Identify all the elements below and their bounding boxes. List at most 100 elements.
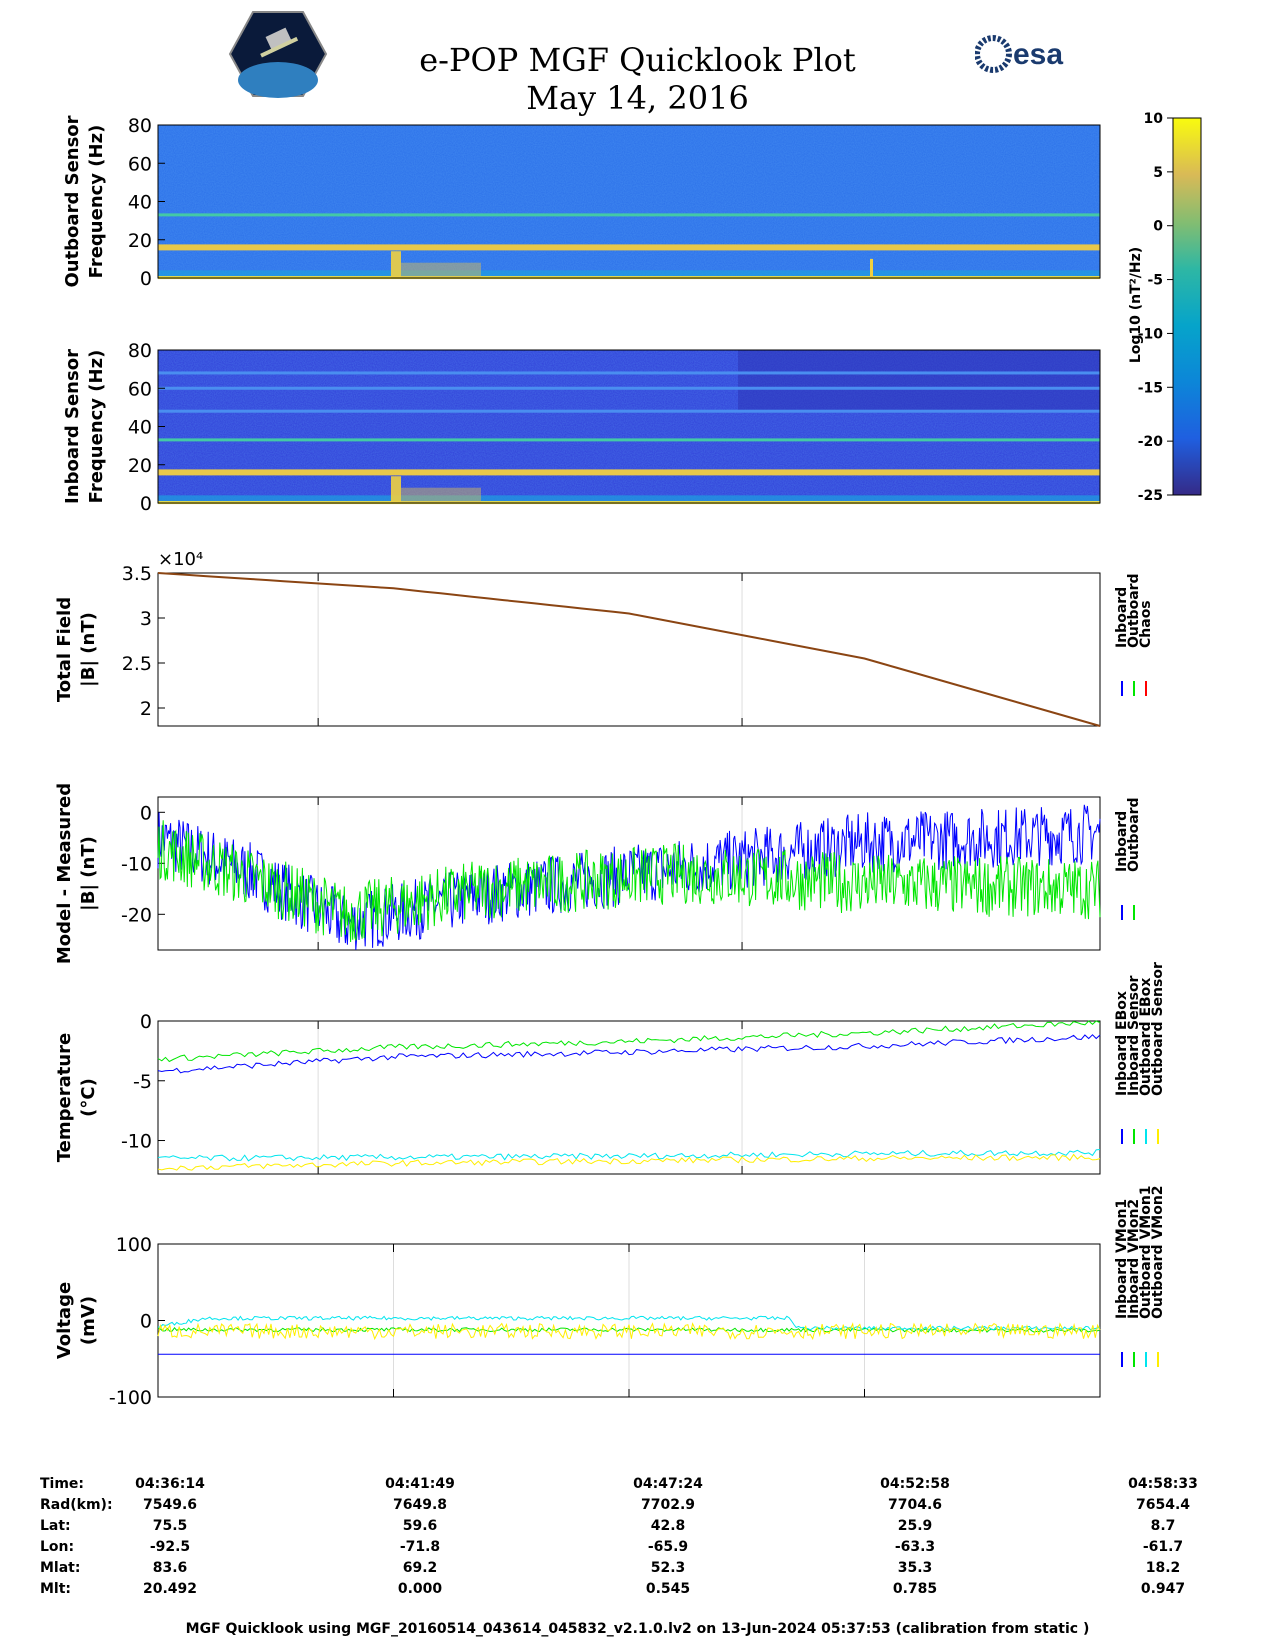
table-cell: 7649.8 (392, 1497, 448, 1513)
y-axis-label: Frequency (Hz) (86, 350, 107, 504)
y-axis-label: (mV) (78, 1296, 99, 1345)
table-cell: 0.947 (1140, 1581, 1186, 1597)
table-cell: 7654.4 (1135, 1497, 1191, 1513)
burst-tail (401, 487, 481, 503)
spectrogram-noise (158, 350, 1100, 503)
table-row-label: Mlt: (40, 1581, 72, 1597)
y-tick-label: 2 (140, 698, 152, 720)
y-axis-label: Model - Measured (54, 783, 75, 964)
y-tick-label: 100 (116, 1234, 152, 1256)
y-tick-label: -5 (133, 1071, 152, 1093)
y-tick-label: 0 (140, 268, 152, 290)
cassiope-logo (228, 11, 328, 98)
table-cell: 04:47:24 (633, 1476, 703, 1492)
legend-label: Outboard EBox (1138, 978, 1154, 1096)
y-tick-label: 0 (140, 1011, 152, 1033)
table-cell: 7704.6 (887, 1497, 943, 1513)
legend-label: Outboard VMon2 (1150, 1185, 1166, 1319)
table-cell: 42.8 (650, 1518, 686, 1534)
table-row-label: Lat: (40, 1518, 71, 1534)
table-cell: 35.3 (897, 1560, 933, 1576)
table-cell: 20.492 (142, 1581, 198, 1597)
table-cell: 83.6 (152, 1560, 188, 1576)
spectral-band-line (158, 244, 1100, 251)
y-axis-label: |B| (nT) (78, 612, 99, 687)
table-cell: 04:36:14 (135, 1476, 205, 1492)
spike-feature (870, 258, 873, 278)
legend-label: Inboard (1114, 587, 1130, 648)
y-tick-label: -10 (121, 1131, 152, 1153)
legend-label: Inboard EBox (1114, 991, 1130, 1096)
table-cell: 75.5 (152, 1518, 188, 1534)
colorbar-tick-label: 10 (1144, 111, 1164, 127)
spectral-band-line (158, 213, 1100, 217)
y-axis-label: |B| (nT) (78, 836, 99, 911)
legend-label: Outboard VMon1 (1138, 1185, 1154, 1319)
plot-frame (157, 572, 1101, 727)
colorbar (1172, 117, 1202, 496)
y-tick-label: 2.5 (122, 653, 152, 675)
y-tick-label: 0 (140, 1311, 152, 1333)
y-axis-label: Total Field (54, 597, 75, 702)
y-tick-label: 3 (140, 608, 152, 630)
colorbar-tick-label: -15 (1138, 380, 1163, 396)
table-cell: -61.7 (1142, 1539, 1184, 1555)
y-axis-label: Inboard Sensor (62, 349, 83, 504)
y-tick-label: 40 (128, 417, 152, 439)
table-cell: 04:58:33 (1128, 1476, 1198, 1492)
colorbar-tick-label: -25 (1138, 488, 1163, 504)
table-cell: 25.9 (897, 1518, 933, 1534)
table-cell: 8.7 (1150, 1518, 1176, 1534)
colorbar-label: Log10 (nT²/Hz) (1128, 247, 1144, 363)
esa-text: esa (1013, 38, 1063, 71)
series-line (157, 1153, 1101, 1171)
table-row-label: Mlat: (40, 1560, 81, 1576)
table-cell: 0.000 (397, 1581, 443, 1597)
series-line (157, 572, 1101, 727)
y-axis-label: Outboard Sensor (62, 115, 83, 287)
series-line (157, 1034, 1101, 1074)
table-cell: 52.3 (650, 1560, 686, 1576)
spectral-band-line (158, 438, 1100, 442)
table-row-label: Lon: (40, 1539, 75, 1555)
plot-title: e-POP MGF Quicklook Plot (419, 41, 856, 79)
table-cell: 04:41:49 (385, 1476, 455, 1492)
burst-feature (391, 251, 401, 278)
spectrogram-noise (158, 125, 1100, 278)
burst-feature (391, 476, 401, 503)
legend-label: Inboard (1114, 811, 1130, 872)
y-tick-label: 80 (128, 340, 152, 362)
plot-frame (157, 1020, 1101, 1175)
table-cell: -65.9 (647, 1539, 689, 1555)
colorbar-tick-label: 0 (1153, 219, 1163, 235)
y-multiplier-label: ×10⁴ (158, 549, 203, 570)
series-line (157, 820, 1101, 943)
y-axis-label: Voltage (54, 1282, 75, 1359)
low-frequency-band (158, 495, 1100, 503)
y-tick-label: 80 (128, 115, 152, 137)
spectral-band-line (158, 469, 1100, 476)
y-tick-label: 0 (140, 493, 152, 515)
y-tick-label: 20 (128, 455, 152, 477)
series-line (157, 1315, 1101, 1331)
y-tick-label: -20 (121, 904, 152, 926)
y-tick-label: 3.5 (122, 563, 152, 585)
footer-note: MGF Quicklook using MGF_20160514_043614_… (185, 1621, 1090, 1637)
table-cell: 18.2 (1145, 1560, 1181, 1576)
y-tick-label: -10 (121, 853, 152, 875)
legend-label: Outboard Sensor (1150, 962, 1166, 1096)
legend-label: Chaos (1138, 600, 1154, 648)
table-cell: 7549.6 (142, 1497, 198, 1513)
legend-label: Inboard VMon2 (1126, 1199, 1142, 1319)
series-line (157, 1149, 1101, 1162)
plot-date: May 14, 2016 (526, 79, 749, 117)
colorbar-tick-label: -20 (1138, 434, 1164, 450)
colorbar-tick-label: 5 (1153, 165, 1163, 181)
series-line (157, 1322, 1101, 1341)
table-cell: 0.545 (645, 1581, 691, 1597)
y-axis-label: Temperature (54, 1033, 75, 1162)
y-tick-label: 20 (128, 230, 152, 252)
table-cell: 69.2 (402, 1560, 438, 1576)
spectral-band-line (158, 386, 1100, 390)
